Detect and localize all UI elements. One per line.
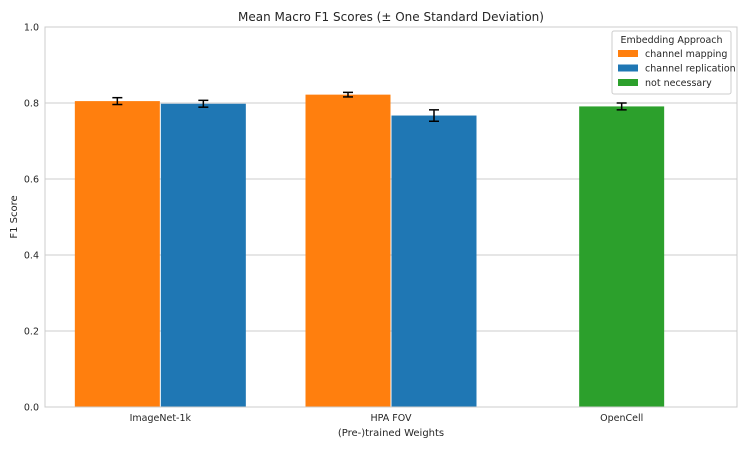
legend-swatch (618, 50, 638, 57)
error-bars (112, 91, 627, 122)
chart-title: Mean Macro F1 Scores (± One Standard Dev… (238, 10, 544, 24)
legend-label: channel mapping (645, 49, 727, 60)
legend-box (611, 30, 732, 95)
legend-label: channel replication (645, 64, 736, 75)
y-tick-label: 0.8 (24, 99, 39, 110)
legend: Embedding Approach channel mapping channe… (611, 30, 736, 95)
y-tick-label: 0.0 (24, 403, 39, 414)
plot-frame (44, 26, 738, 408)
bar (160, 103, 246, 407)
x-tick-label: HPA FOV (370, 413, 412, 424)
y-tick-label: 0.2 (24, 327, 39, 338)
x-tick-label: OpenCell (600, 413, 643, 424)
y-axis-label: F1 Score (9, 195, 20, 238)
y-tick-label: 1.0 (24, 23, 39, 34)
bar (579, 106, 665, 408)
y-tick-label: 0.4 (24, 251, 39, 262)
bar (391, 115, 477, 407)
legend-label: not necessary (645, 78, 712, 89)
legend-title: Embedding Approach (620, 35, 722, 46)
bar (305, 94, 391, 407)
y-tick-label: 0.6 (24, 175, 39, 186)
x-ticks: ImageNet-1k HPA FOV OpenCell (130, 413, 644, 424)
y-ticks: 0.0 0.2 0.4 0.6 0.8 1.0 (24, 23, 39, 414)
x-tick-label: ImageNet-1k (130, 413, 192, 424)
x-axis-label: (Pre-)trained Weights (338, 428, 444, 439)
legend-swatch (618, 64, 638, 72)
legend-swatch (618, 79, 638, 86)
bars (74, 94, 665, 408)
bar (74, 101, 160, 407)
